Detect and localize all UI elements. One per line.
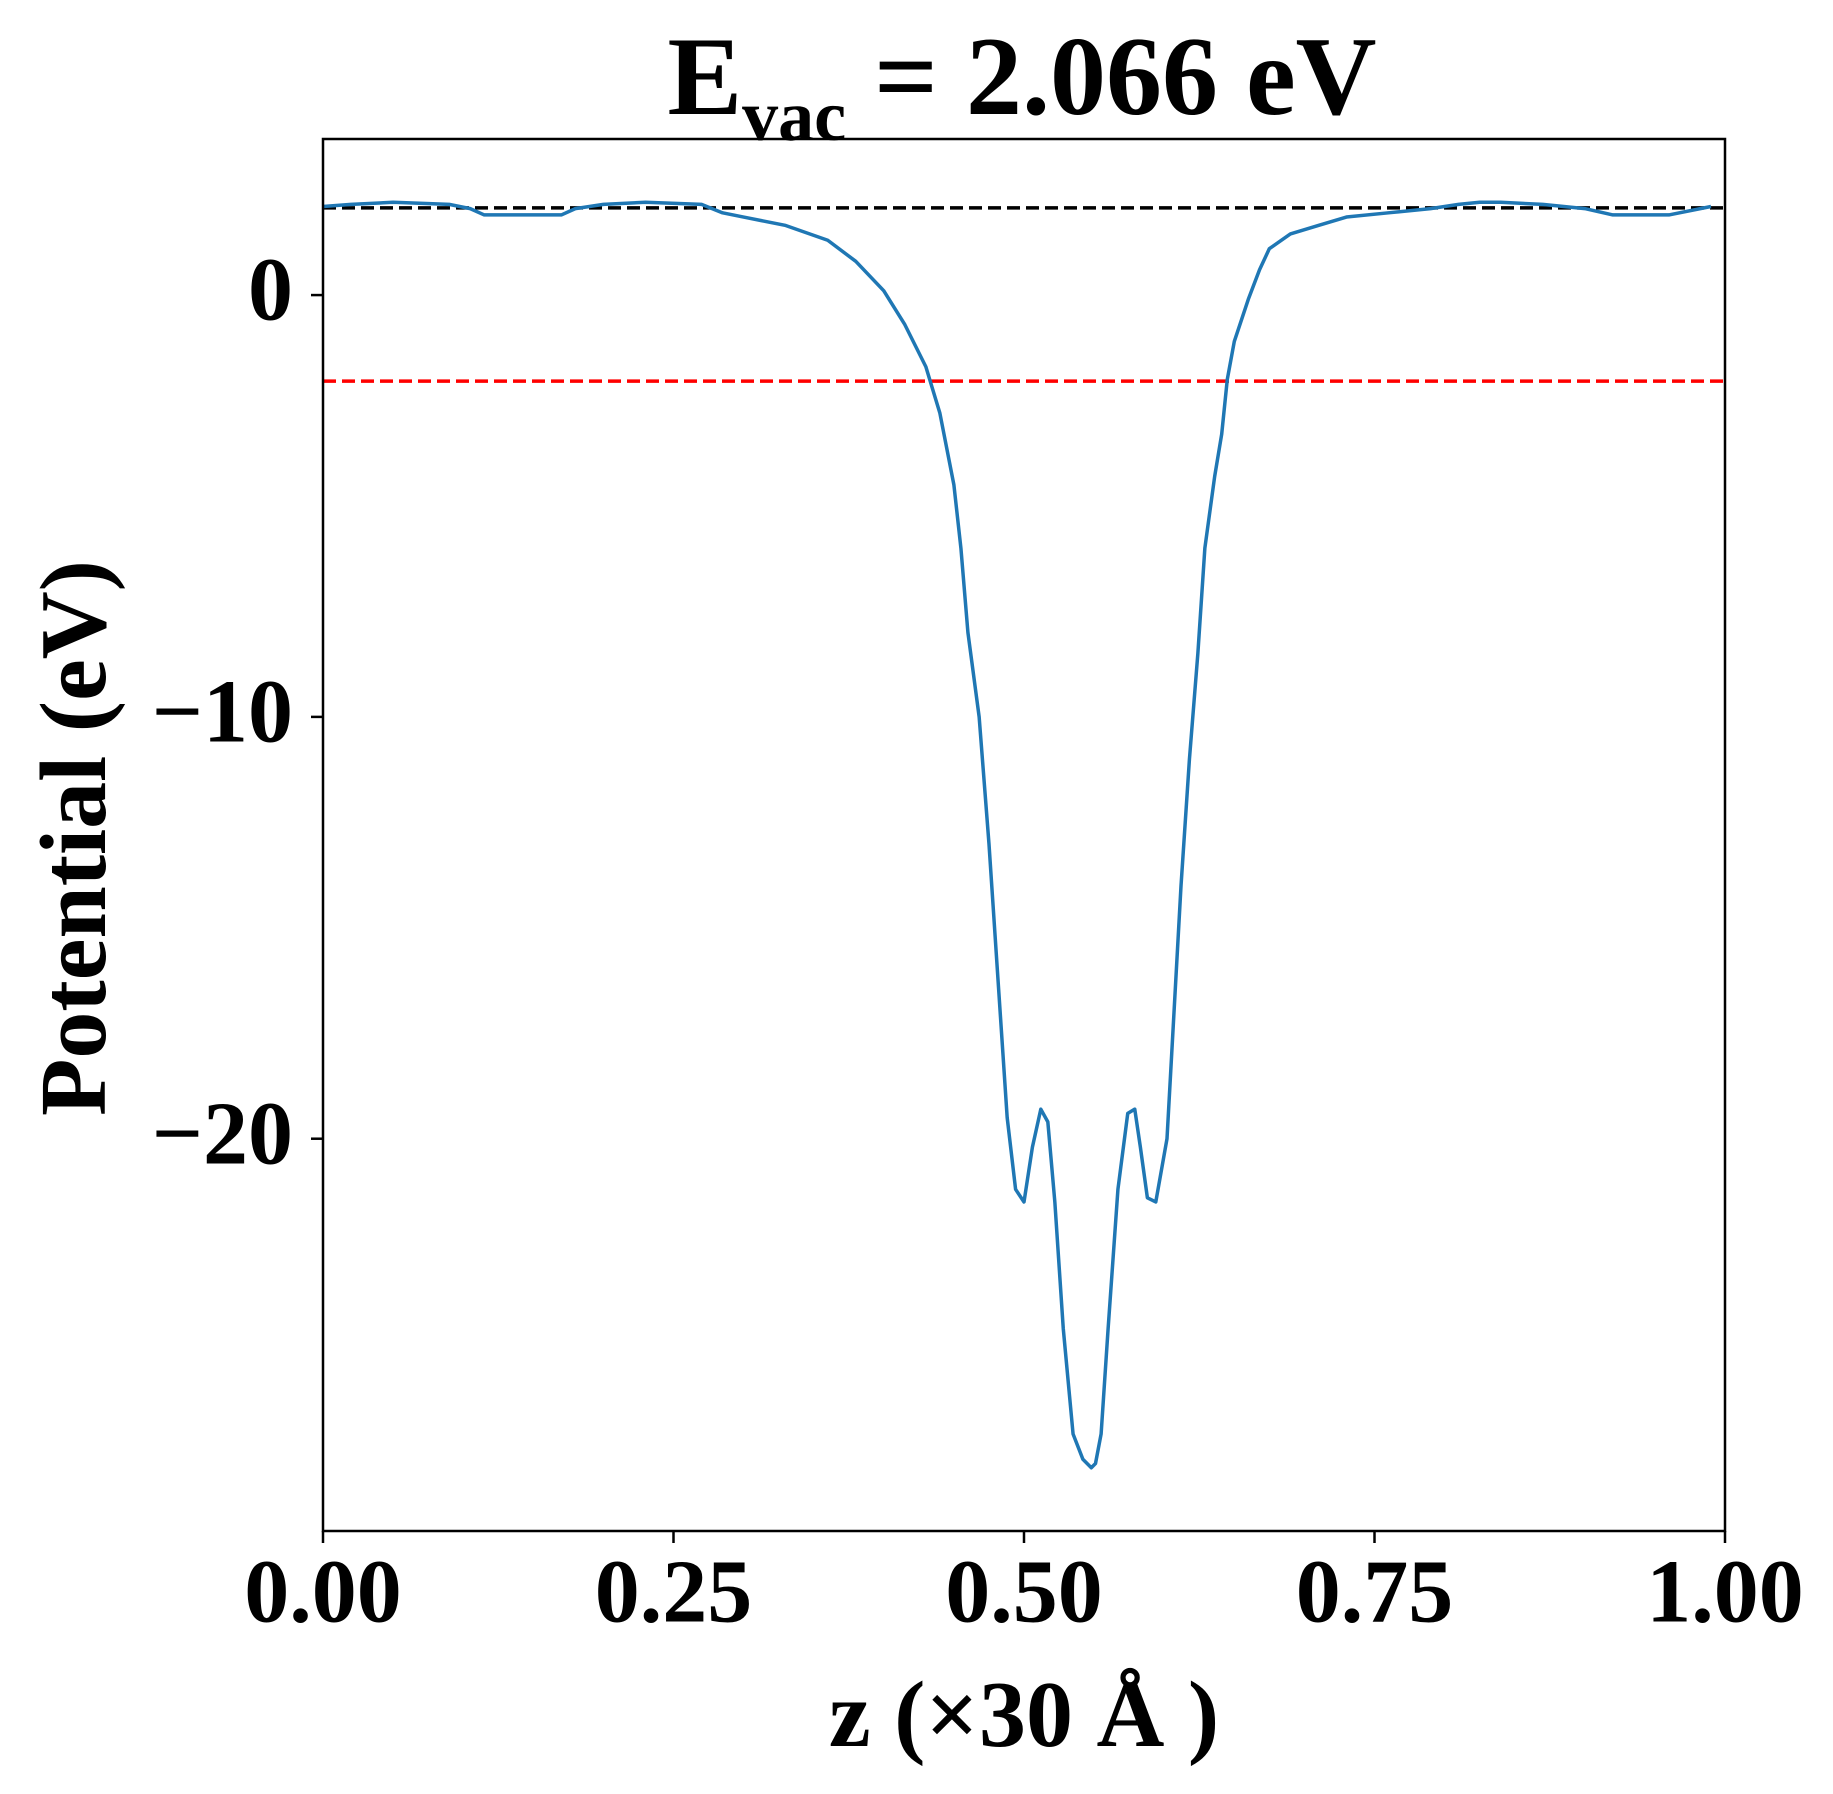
y-tick-label: −20 [152,1084,293,1183]
title-main: E [667,15,742,139]
x-tick-label: 1.00 [1646,1543,1804,1642]
data-line [322,200,1712,1470]
x-tick-label: 0.50 [945,1543,1103,1642]
y-tick-label: −10 [152,663,293,762]
plot-frame [321,137,1727,1533]
title-sub: vac [742,76,846,156]
x-tick-label: 0.25 [595,1543,753,1642]
chart-title: Evac = 2.066 eV [667,15,1376,156]
x-tick-label: 0.75 [1296,1543,1454,1642]
y-tick-label: 0 [248,241,293,340]
x-axis-label: z (×30 Å ) [829,1663,1219,1767]
x-tick-label: 0.00 [244,1543,402,1642]
y-axis-label: Potential (eV) [22,560,126,1116]
title-rest: = 2.066 eV [846,15,1376,139]
